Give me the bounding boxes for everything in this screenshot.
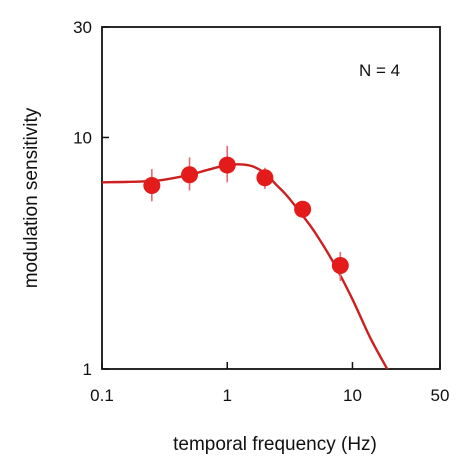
x-tick-label: 10 [343, 386, 362, 405]
x-tick-label: 50 [431, 386, 450, 405]
y-axis-title: modulation sensitivity [21, 107, 42, 288]
y-tick-label: 10 [73, 128, 92, 147]
x-tick-label: 1 [222, 386, 231, 405]
y-tick-label: 1 [83, 360, 92, 379]
x-axis-ticks: 0.1 1 10 50 [90, 362, 449, 405]
data-point [331, 256, 349, 274]
data-point [294, 200, 312, 218]
plot-frame [101, 26, 441, 370]
y-tick-label: 30 [73, 18, 92, 37]
data-point [256, 169, 274, 187]
y-axis-ticks: 1 10 30 [73, 18, 109, 379]
data-point [218, 156, 236, 174]
x-axis-title: temporal frequency (Hz) [173, 434, 377, 455]
data-point [181, 166, 199, 184]
x-tick-label: 0.1 [90, 386, 114, 405]
annotation-n: N = 4 [359, 61, 400, 80]
data-points-layer [143, 145, 349, 281]
data-point [143, 177, 161, 195]
